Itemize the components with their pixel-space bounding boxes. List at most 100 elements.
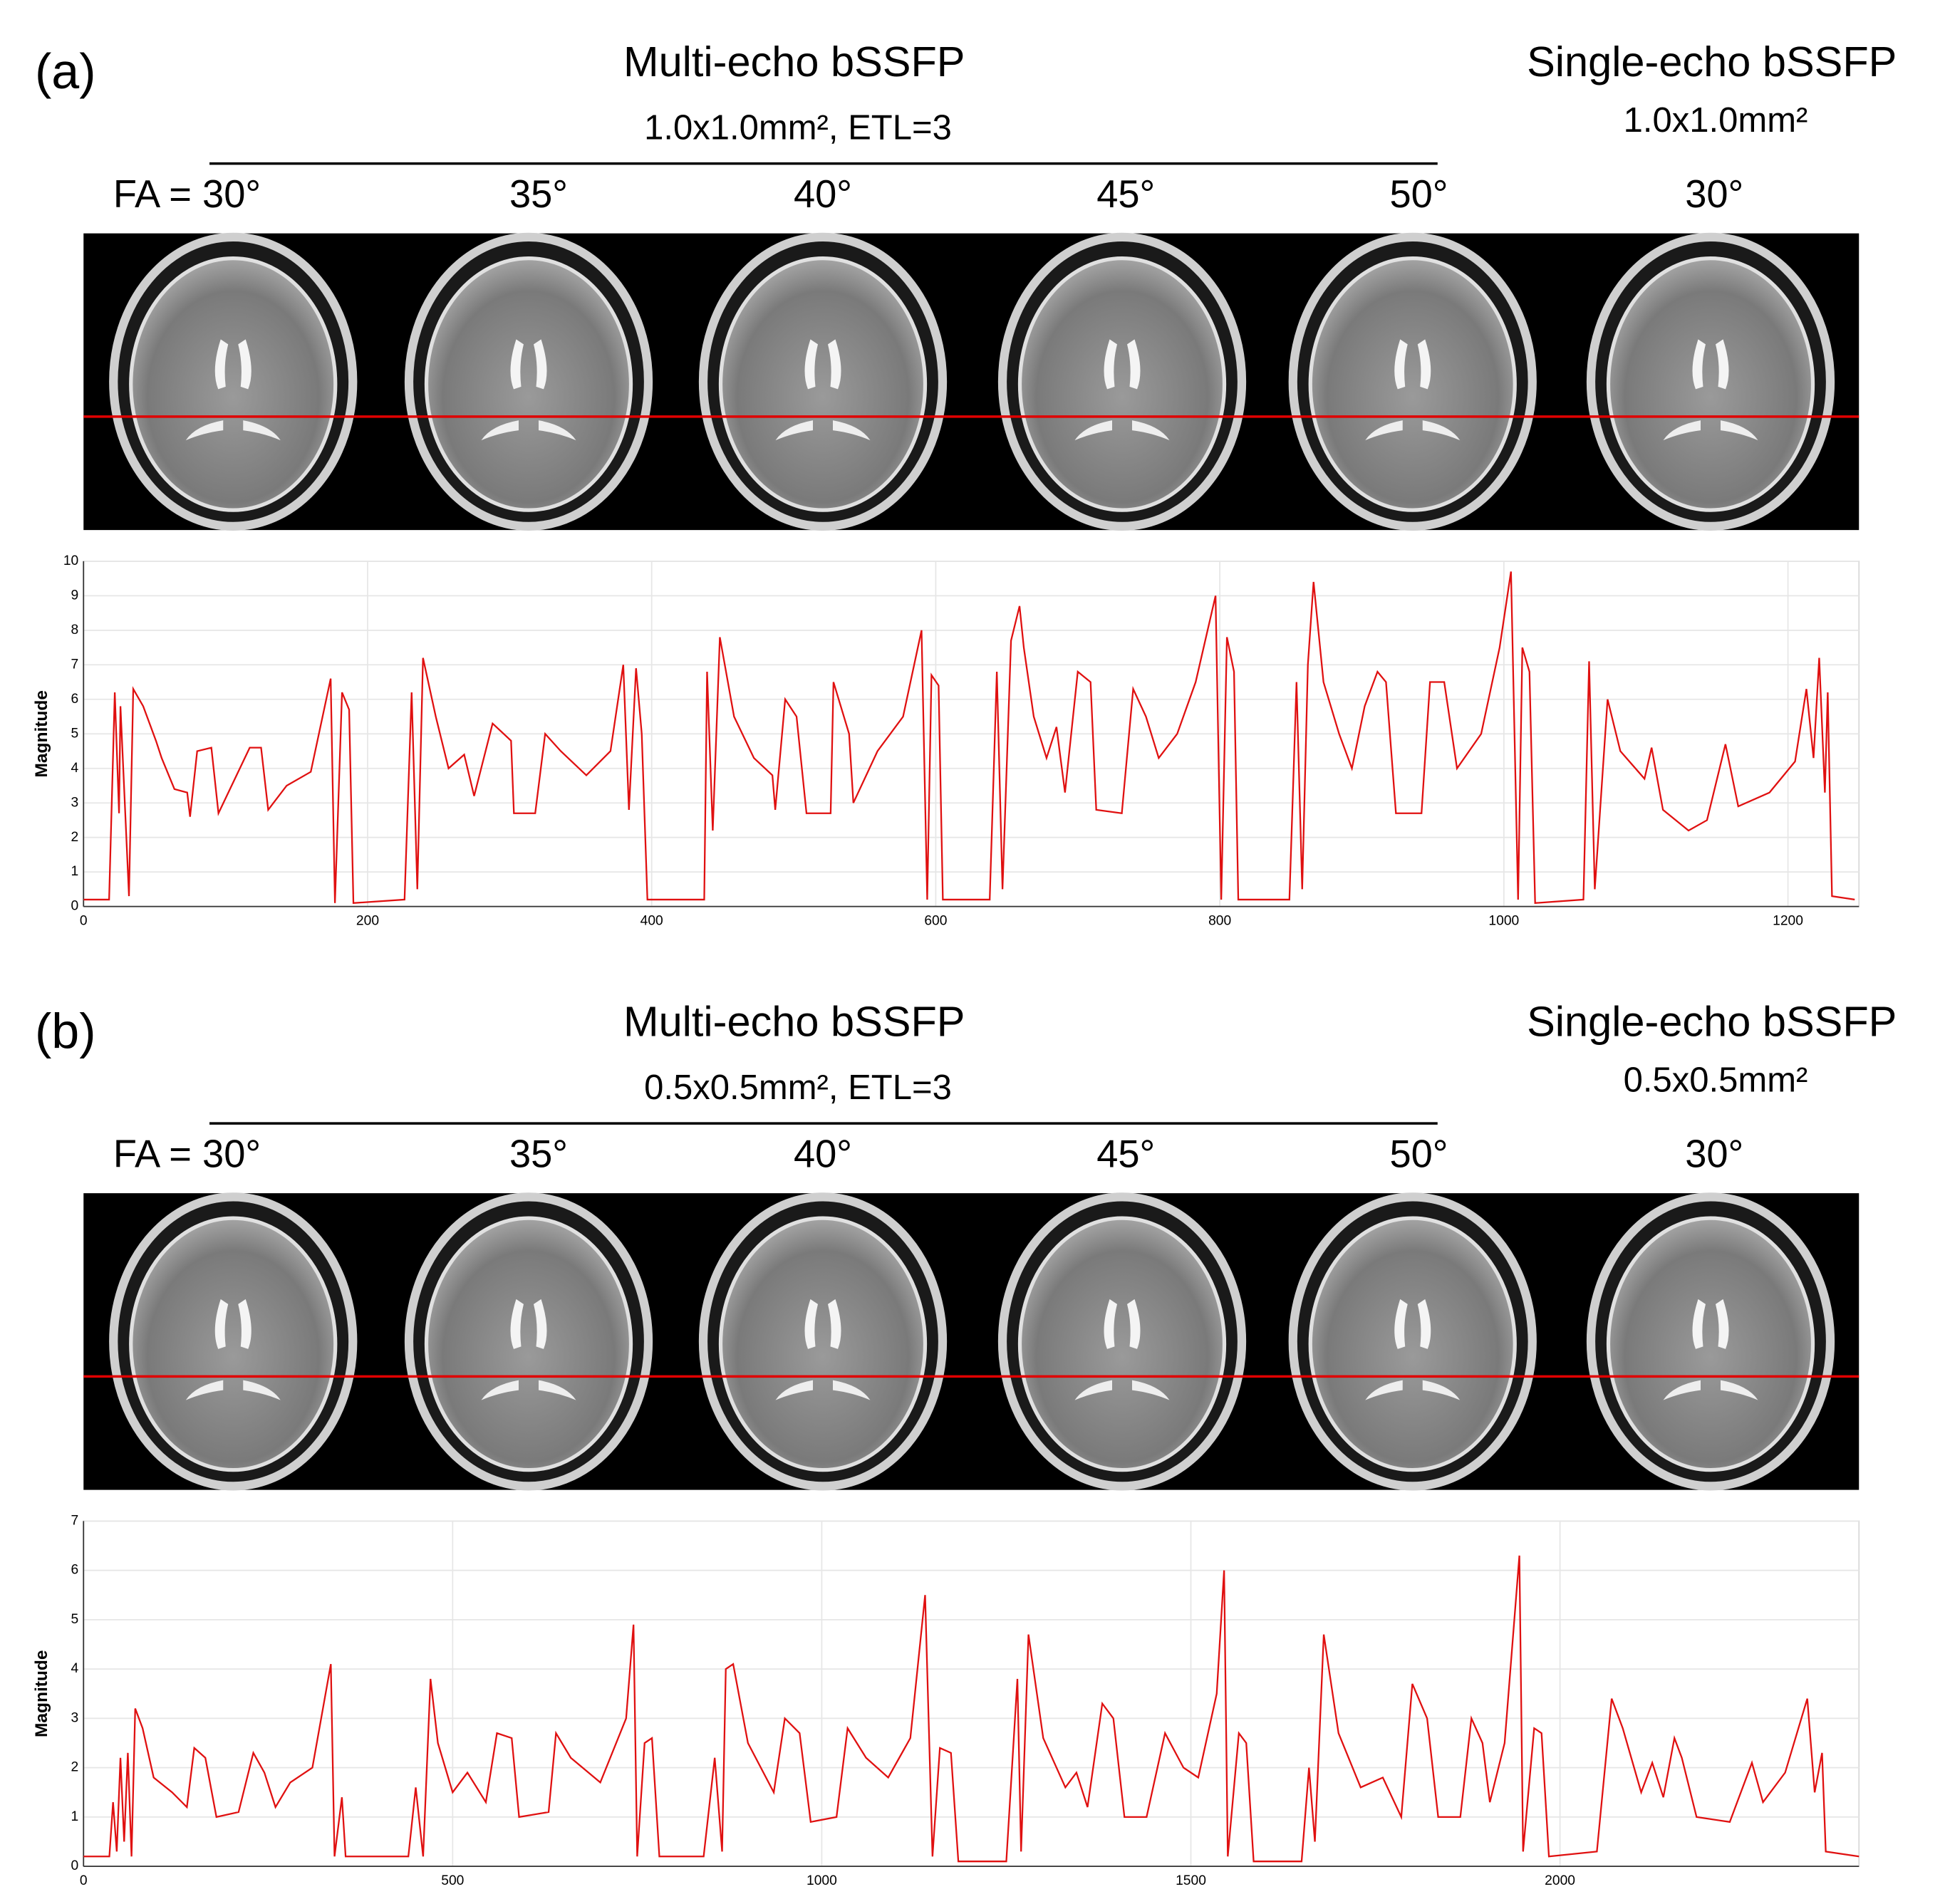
y-tick-label: 7 <box>71 1513 79 1528</box>
brain-tissue <box>129 1216 338 1472</box>
posterior-horns <box>481 420 576 441</box>
brain-image <box>404 1192 653 1491</box>
posterior-horns <box>185 420 281 441</box>
flip-angle-label: 45° <box>1096 1133 1155 1176</box>
x-tick-label: 1000 <box>806 1873 837 1888</box>
x-tick-label: 1000 <box>1488 914 1519 929</box>
ventricles <box>1104 339 1141 390</box>
single-echo-subtitle: 0.5x0.5mm² <box>1624 1061 1808 1099</box>
brain-image <box>1586 1192 1835 1491</box>
flip-angle-label: 40° <box>794 173 852 216</box>
y-tick-label: 8 <box>71 623 79 638</box>
brain-tissue <box>1308 256 1517 512</box>
ventricles <box>804 339 841 390</box>
posterior-horns <box>1365 420 1461 441</box>
flip-angle-label: 50° <box>1389 1133 1448 1176</box>
y-tick-label: 1 <box>71 864 79 879</box>
posterior-horns <box>1074 420 1170 441</box>
panel-label: (b) <box>35 1003 96 1058</box>
image-strip <box>83 233 1860 531</box>
posterior-horns <box>1074 1380 1170 1400</box>
magnitude-line <box>83 571 1855 904</box>
flip-angle-label: 40° <box>794 1133 852 1176</box>
y-tick-label: 5 <box>71 726 79 741</box>
y-tick-label: 3 <box>71 1710 79 1725</box>
y-tick-label: 0 <box>71 1858 79 1873</box>
y-tick-label: 1 <box>71 1809 79 1824</box>
y-tick-label: 0 <box>71 899 79 914</box>
ventricles <box>1692 1299 1729 1349</box>
y-tick-label: 4 <box>71 761 79 776</box>
brain-tissue <box>1017 256 1227 512</box>
ventricles <box>1394 1299 1431 1349</box>
brain-image <box>698 1192 948 1491</box>
y-tick-label: 2 <box>71 1760 79 1775</box>
y-axis-label: Magnitude <box>32 1650 51 1738</box>
brain-image <box>997 1192 1247 1491</box>
magnitude-line <box>83 1555 1860 1863</box>
brain-tissue <box>424 1216 633 1472</box>
brain-image <box>997 232 1247 531</box>
posterior-horns <box>775 420 871 441</box>
x-tick-label: 1500 <box>1176 1873 1206 1888</box>
multi-echo-title: Multi-echo bSSFP <box>623 38 965 85</box>
ventricles <box>1104 1299 1141 1349</box>
ventricles <box>510 339 547 390</box>
ventricles <box>214 339 251 390</box>
x-tick-label: 0 <box>80 1873 88 1888</box>
posterior-horns <box>481 1380 576 1400</box>
flip-angle-label: 30° <box>1685 1133 1743 1176</box>
x-tick-label: 0 <box>80 914 88 929</box>
single-echo-title: Single-echo bSSFP <box>1527 998 1897 1046</box>
plot-area <box>83 1520 1860 1867</box>
ventricles <box>510 1299 547 1349</box>
x-tick-label: 1200 <box>1773 914 1803 929</box>
y-tick-label: 10 <box>63 553 78 568</box>
x-tick-label: 800 <box>1208 914 1231 929</box>
brain-image <box>404 232 653 531</box>
x-tick-label: 500 <box>441 1873 464 1888</box>
brain-tissue <box>1606 1216 1815 1472</box>
flip-angle-label: 35° <box>509 1133 568 1176</box>
brain-tissue <box>1017 1216 1227 1472</box>
flip-angle-label: FA = 30° <box>113 173 261 216</box>
multi-echo-subtitle: 1.0x1.0mm², ETL=3 <box>644 108 952 147</box>
brain-tissue <box>1606 256 1815 512</box>
brain-tissue <box>718 1216 928 1472</box>
brain-image <box>1288 1192 1537 1491</box>
brain-tissue <box>1308 1216 1517 1472</box>
x-tick-label: 400 <box>640 914 663 929</box>
y-tick-label: 9 <box>71 588 79 603</box>
posterior-horns <box>185 1380 281 1400</box>
ventricles <box>214 1299 251 1349</box>
x-tick-label: 2000 <box>1545 1873 1575 1888</box>
y-tick-label: 6 <box>71 692 79 707</box>
ventricles <box>1394 339 1431 390</box>
y-tick-label: 5 <box>71 1612 79 1627</box>
y-axis-label: Magnitude <box>32 690 51 778</box>
y-tick-label: 6 <box>71 1563 79 1578</box>
posterior-horns <box>1663 1380 1758 1400</box>
y-tick-label: 7 <box>71 657 79 672</box>
brain-tissue <box>718 256 928 512</box>
flip-angle-label: 35° <box>509 173 568 216</box>
y-tick-label: 3 <box>71 795 79 810</box>
flip-angle-label: 30° <box>1685 173 1743 216</box>
panel-label: (a) <box>35 43 96 99</box>
y-tick-label: 2 <box>71 830 79 845</box>
brain-image <box>1288 232 1537 531</box>
brain-image <box>109 1192 358 1491</box>
single-echo-title: Single-echo bSSFP <box>1527 38 1897 85</box>
brain-image <box>1586 232 1835 531</box>
multi-echo-title: Multi-echo bSSFP <box>623 998 965 1046</box>
multi-echo-subtitle: 0.5x0.5mm², ETL=3 <box>644 1068 952 1107</box>
ventricles <box>804 1299 841 1349</box>
brain-tissue <box>129 256 338 512</box>
brain-image <box>698 232 948 531</box>
posterior-horns <box>1663 420 1758 441</box>
posterior-horns <box>1365 1380 1461 1400</box>
flip-angle-label: FA = 30° <box>113 1133 261 1176</box>
posterior-horns <box>775 1380 871 1400</box>
